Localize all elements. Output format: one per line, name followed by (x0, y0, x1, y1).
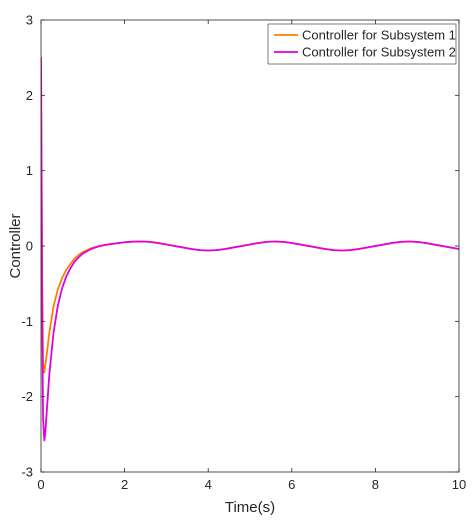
x-tick-label: 2 (121, 477, 128, 492)
y-tick-label: 3 (26, 13, 33, 28)
x-tick-label: 10 (452, 477, 466, 492)
y-tick-label: 0 (26, 239, 33, 254)
x-tick-label: 0 (37, 477, 44, 492)
x-axis-label: Time(s) (225, 499, 275, 516)
legend-box (267, 23, 457, 65)
x-tick-label: 6 (288, 477, 295, 492)
y-tick-label: 1 (26, 163, 33, 178)
y-tick-label: -2 (21, 389, 33, 404)
legend: Controller for Subsystem 1 Controller for… (267, 23, 457, 65)
series-layer (41, 56, 459, 442)
legend-entry-label: Controller for Subsystem 2 (302, 45, 456, 60)
y-tick-label: -3 (21, 465, 33, 480)
x-tick-label: 8 (372, 477, 379, 492)
y-axis-label: Controller (7, 213, 24, 278)
x-tick-label: 4 (205, 477, 212, 492)
series-line-2 (41, 56, 459, 442)
axes-layer: 0 2 4 6 8 10 -3 -2 -1 0 1 2 3 (21, 13, 466, 493)
legend-entry-label: Controller for Subsystem 1 (302, 28, 456, 43)
y-tick-label: 2 (26, 88, 33, 103)
y-tick-label: -1 (21, 314, 33, 329)
